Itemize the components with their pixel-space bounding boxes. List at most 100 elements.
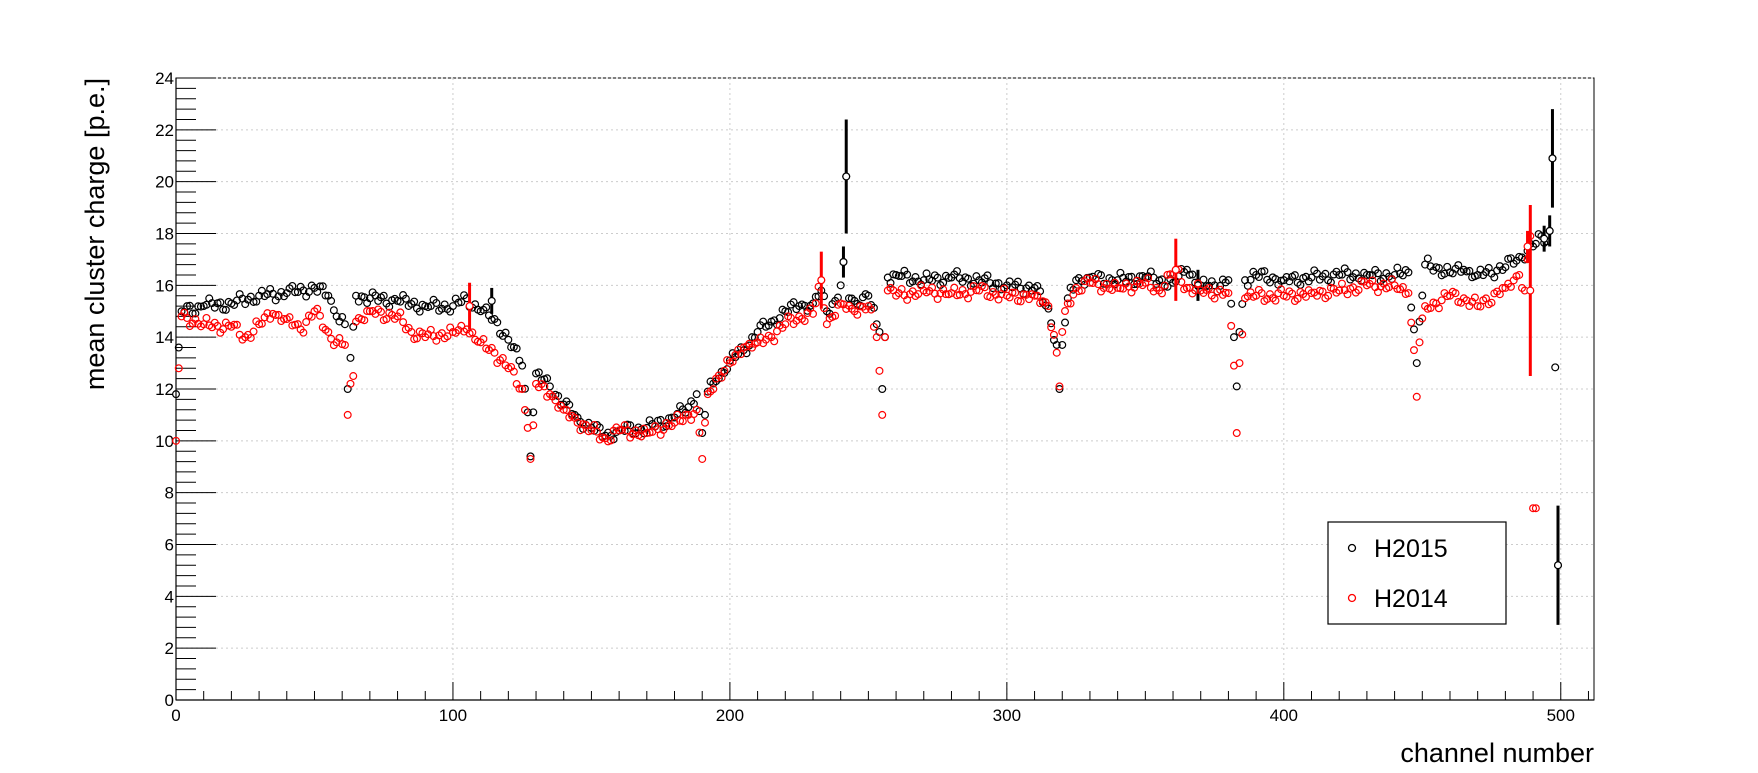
data-point [534,368,543,377]
data-point [1049,330,1058,339]
data-point [396,308,405,317]
data-point [185,301,194,310]
data-point [853,310,862,319]
data-point [678,417,687,426]
data-point [1144,274,1153,283]
data-point [318,282,327,291]
data-point [529,408,538,417]
data-point [709,385,718,394]
data-point [512,344,521,353]
data-point [340,340,349,349]
data-point [897,285,906,294]
data-point [1551,363,1560,372]
data-point [343,410,352,419]
data-point [202,300,211,309]
data-point [1232,382,1241,391]
data-point [1490,273,1499,282]
data-point [346,379,355,388]
y-tick-label: 22 [155,121,174,140]
data-point [1182,283,1191,292]
data-point [1271,296,1280,305]
data-point [637,432,646,441]
data-point [1423,254,1432,263]
data-point [1016,297,1025,306]
data-point [1545,226,1554,235]
data-point [219,325,228,334]
data-point [1160,281,1169,290]
data-point [1409,325,1418,334]
data-point [540,382,549,391]
data-point [415,307,424,316]
data-point [1099,279,1108,288]
data-point [692,405,701,414]
data-point [623,426,632,435]
data-point [302,318,311,327]
data-point [842,172,851,181]
data-point [1343,268,1352,277]
data-point [232,320,241,329]
data-point [1409,346,1418,355]
data-point [878,410,887,419]
data-point [1548,154,1557,163]
data-point [1357,277,1366,286]
data-point [775,314,784,323]
data-point [1227,321,1236,330]
data-point [1337,279,1346,288]
data-point [590,420,599,429]
data-point [1094,280,1103,289]
data-point [401,294,410,303]
data-point [316,282,325,291]
data-point [1193,279,1202,288]
data-point [443,332,452,341]
data-point [448,302,457,311]
data-point [183,302,192,311]
data-point [700,410,709,419]
data-point [172,436,181,445]
data-point [1362,270,1371,279]
legend-box [1327,521,1507,625]
data-point [980,283,989,292]
data-point [1326,278,1335,287]
data-point [1412,392,1421,401]
data-point [246,333,255,342]
data-point [1473,302,1482,311]
data-point [1229,333,1238,342]
data-point [573,418,582,427]
data-point [327,296,336,305]
data-point [836,281,845,290]
data-point [1335,286,1344,295]
data-point [216,298,225,307]
data-point [615,426,624,435]
data-point [501,328,510,337]
data-point [1185,270,1194,279]
data-point [376,307,385,316]
data-point [964,294,973,303]
data-point [249,327,258,336]
data-point [291,288,300,297]
data-point [1293,294,1302,303]
data-point [736,350,745,359]
data-point [299,328,308,337]
data-point [230,320,239,329]
data-point [770,337,779,346]
series-layer [172,109,1562,625]
data-point [407,327,416,336]
x-axis-title: channel number [1400,738,1594,768]
data-point [191,309,200,318]
data-point [1277,285,1286,294]
data-point [1335,270,1344,279]
y-tick-label: 0 [165,691,174,710]
data-point [1013,277,1022,286]
y-tick-label: 10 [155,432,174,451]
data-point [681,410,690,419]
legend-label-h2015: H2015 [1374,535,1448,563]
data-point [340,320,349,329]
data-point [1523,242,1532,251]
data-point [1052,348,1061,357]
data-point [1398,282,1407,291]
data-point [346,353,355,362]
series-h2014 [172,204,1540,513]
data-point [1157,289,1166,298]
